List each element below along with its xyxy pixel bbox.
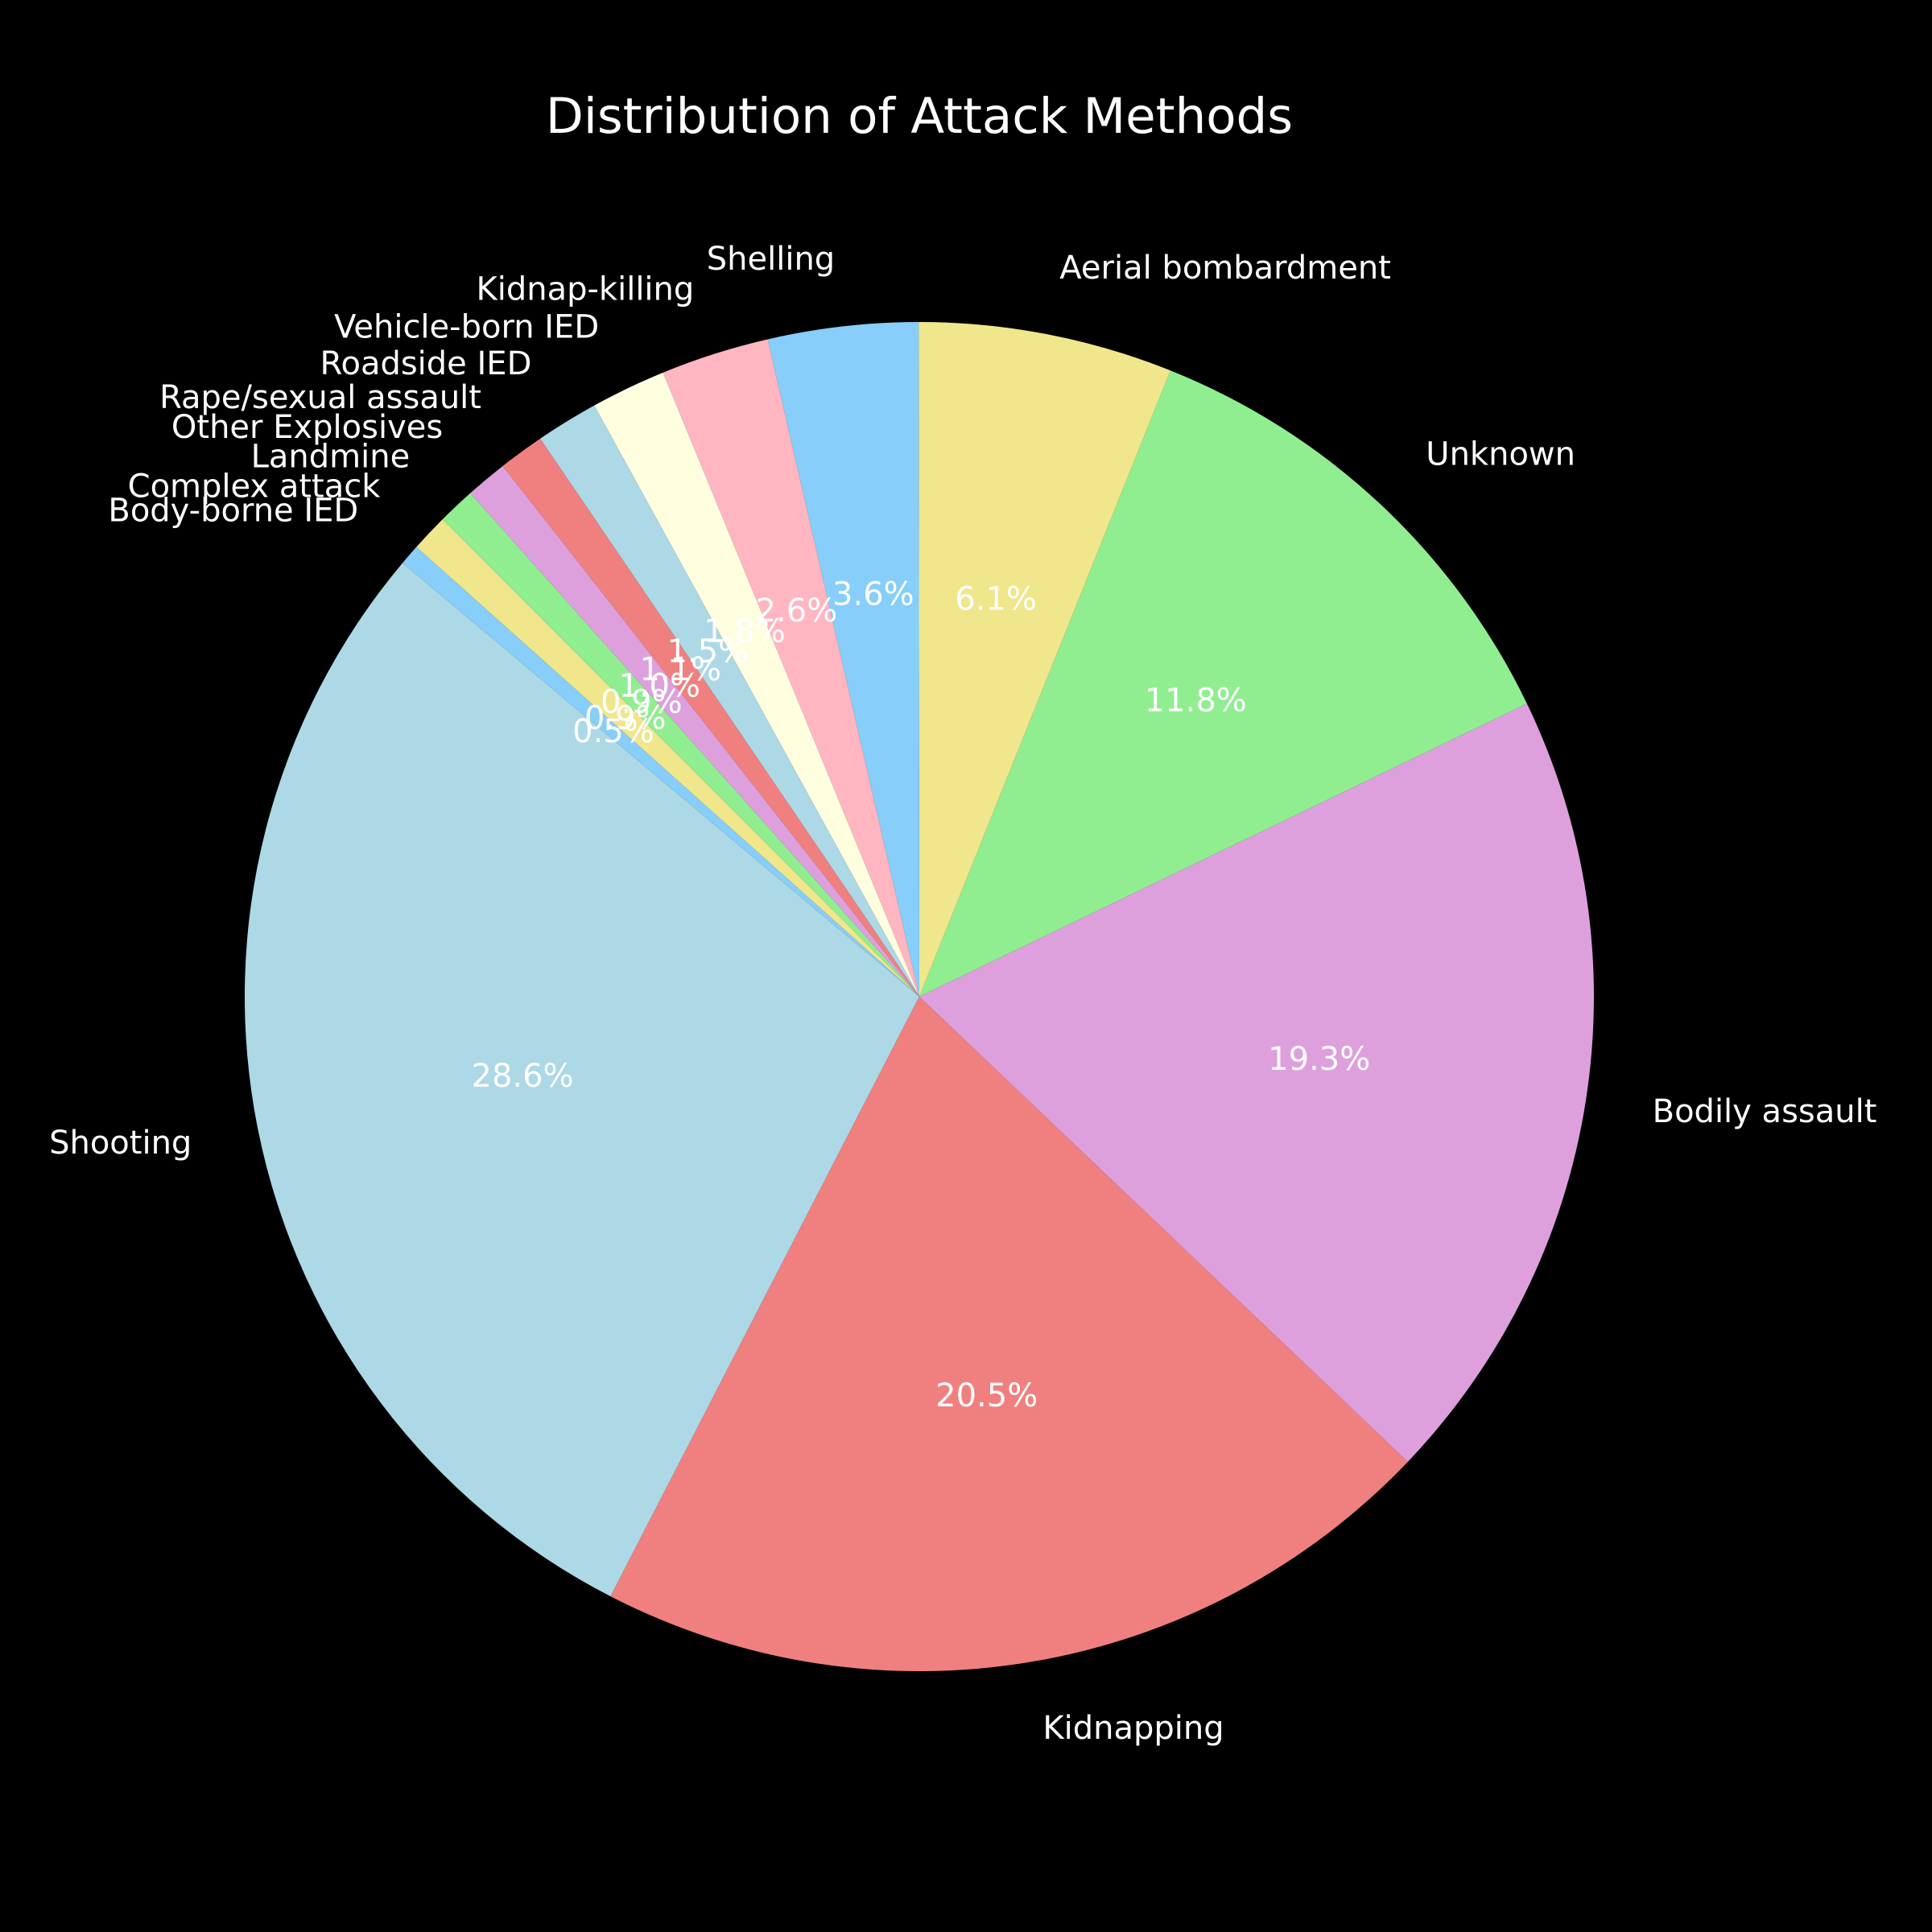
slice-percentage-vehicle-born-ied: 1.8%: [704, 613, 786, 650]
slice-percentage-roadside-ied: 1.5%: [667, 633, 749, 670]
slice-label-unknown: Unknown: [1426, 436, 1575, 473]
slice-percentage-unknown: 11.8%: [1145, 683, 1247, 720]
slice-percentage-bodily-assault: 19.3%: [1268, 1041, 1370, 1078]
pie-slice-kidnapping: [610, 997, 1408, 1671]
pie-slices: [244, 322, 1594, 1671]
chart-title: Distribution of Attack Methods: [546, 88, 1293, 145]
pie-slice-complex-attack: [416, 519, 919, 997]
pie-slice-other-explosives: [470, 465, 919, 997]
slice-label-kidnap-killing: Kidnap-killing: [477, 271, 695, 308]
pie-slice-bodily-assault: [919, 703, 1594, 1462]
slice-label-aerial-bombardment: Aerial bombardment: [1059, 250, 1391, 287]
slice-percentage-body-borne-ied: 0.5%: [572, 713, 654, 750]
pie-slice-kidnap-killing: [663, 339, 919, 997]
slice-percentages: 28.6% 20.5% 19.3% 11.8% 6.1% 3.6%2.6%1.8%1.5%…: [472, 576, 1371, 1414]
slice-percentage-aerial-bombardment: 6.1%: [955, 580, 1037, 617]
slice-label-landmine: Landmine: [251, 439, 411, 476]
slice-label-complex-attack: Complex attack: [128, 468, 382, 505]
slice-percentage-rape-sexual-assault: 1.1%: [639, 651, 721, 688]
pie-slice-landmine: [442, 493, 919, 997]
slice-label-shelling: Shelling: [707, 241, 835, 278]
pie-slice-roadside-ied: [540, 405, 919, 997]
slice-label-rape-sexual-assault: Rape/sexual assault: [159, 379, 481, 416]
slice-percentage-complex-attack: 0.9%: [584, 700, 667, 737]
pie-slice-aerial-bombardment: [919, 322, 1170, 997]
slice-percentage-kidnapping: 20.5%: [935, 1377, 1038, 1414]
slice-label-shooting: Shooting: [49, 1125, 192, 1162]
slice-label-bodily-assault: Bodily assault: [1653, 1093, 1877, 1130]
slice-percentage-shooting: 28.6%: [472, 1058, 574, 1095]
slice-percentage-shelling: 3.6%: [832, 576, 914, 613]
slice-percentage-other-explosives: 1.0%: [618, 667, 700, 704]
slice-label-body-borne-ied: Body-borne IED: [108, 492, 358, 529]
pie-slice-unknown: [919, 370, 1527, 997]
pie-slice-shelling: [767, 322, 919, 997]
slice-labels: Shooting Kidnapping Bodily assault Unknown A…: [49, 241, 1876, 1747]
slice-label-vehicle-born-ied: Vehicle-born IED: [334, 308, 599, 345]
slice-label-other-explosives: Other Explosives: [171, 409, 443, 446]
pie-slice-body-borne-ied: [402, 547, 919, 997]
pie-slice-shooting: [244, 563, 919, 1597]
pie-slice-rape-sexual-assault: [502, 438, 919, 997]
slice-percentage-landmine: 0.9%: [601, 683, 683, 720]
slice-percentage-kidnap-killing: 2.6%: [756, 592, 838, 630]
slice-label-kidnapping: Kidnapping: [1042, 1710, 1224, 1747]
slice-label-roadside-ied: Roadside IED: [320, 345, 531, 382]
pie-slice-vehicle-born-ied: [594, 372, 919, 997]
